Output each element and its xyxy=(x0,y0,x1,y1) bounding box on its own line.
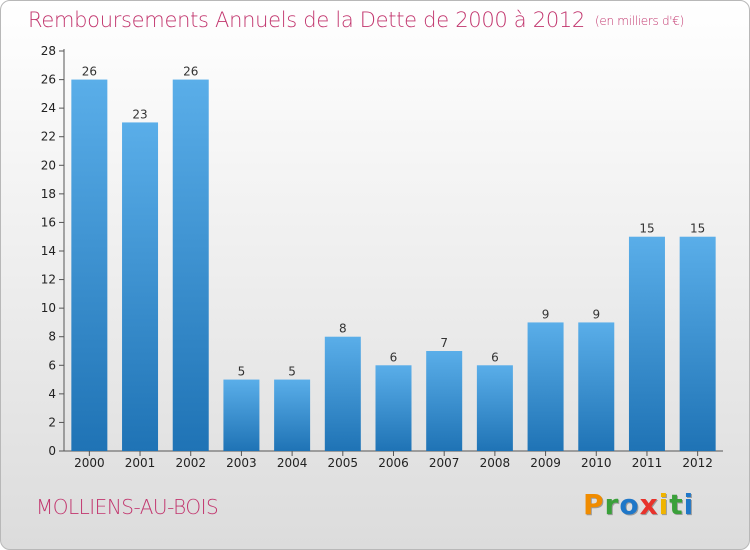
bar-2010 xyxy=(578,322,615,451)
x-tick-label: 2010 xyxy=(581,456,612,470)
bar-value-label: 15 xyxy=(690,222,705,236)
bar-2003 xyxy=(223,379,260,451)
x-tick-label: 2000 xyxy=(74,456,105,470)
bar-2002 xyxy=(172,79,209,452)
y-tick-label: 10 xyxy=(41,301,56,315)
bar-value-label: 26 xyxy=(183,65,198,79)
y-tick-label: 14 xyxy=(41,244,56,258)
logo-letter: r xyxy=(604,488,620,521)
y-tick-label: 26 xyxy=(41,73,56,87)
bar-value-label: 5 xyxy=(288,365,296,379)
y-tick-label: 28 xyxy=(41,44,56,58)
bar-2011 xyxy=(628,236,665,451)
y-tick-label: 16 xyxy=(41,215,56,229)
x-tick-label: 2011 xyxy=(632,456,663,470)
y-tick-label: 6 xyxy=(48,358,56,372)
chart-unit: (en milliers d'€) xyxy=(595,14,685,28)
logo-letter: x xyxy=(639,488,659,521)
bar-value-label: 15 xyxy=(639,222,654,236)
proxiti-logo: Proxiti xyxy=(583,488,694,521)
bar-2007 xyxy=(426,351,463,451)
bar-value-label: 6 xyxy=(491,350,499,364)
logo-letter: t xyxy=(669,488,684,521)
y-tick-label: 20 xyxy=(41,158,56,172)
bar-2004 xyxy=(274,379,311,451)
bar-value-label: 7 xyxy=(440,336,448,350)
bar-2005 xyxy=(324,336,361,451)
bar-value-label: 9 xyxy=(542,307,550,321)
y-tick-label: 18 xyxy=(41,187,56,201)
y-tick-label: 12 xyxy=(41,273,56,287)
bar-2001 xyxy=(122,122,159,451)
y-tick-label: 0 xyxy=(48,444,56,458)
bar-value-label: 6 xyxy=(390,350,398,364)
x-tick-label: 2007 xyxy=(429,456,460,470)
x-tick-label: 2003 xyxy=(226,456,257,470)
bar-value-label: 9 xyxy=(592,307,600,321)
logo-letter: P xyxy=(583,488,605,521)
bar-2000 xyxy=(71,79,108,452)
y-tick-label: 2 xyxy=(48,415,56,429)
bar-value-label: 23 xyxy=(132,107,147,121)
y-tick-label: 4 xyxy=(48,387,56,401)
bar-value-label: 5 xyxy=(238,365,246,379)
chart-bars: 26 23 26 5 5 8 6 7 6 9 9 15 15 xyxy=(71,65,716,452)
x-tick-label: 2006 xyxy=(378,456,409,470)
x-tick-label: 2004 xyxy=(277,456,308,470)
y-tick-label: 22 xyxy=(41,130,56,144)
y-tick-label: 8 xyxy=(48,330,56,344)
x-tick-label: 2002 xyxy=(175,456,206,470)
chart-title-text: Remboursements Annuels de la Dette de 20… xyxy=(28,8,585,32)
x-tick-label: 2005 xyxy=(328,456,359,470)
x-tick-label: 2012 xyxy=(682,456,713,470)
chart-title: Remboursements Annuels de la Dette de 20… xyxy=(28,8,684,32)
x-tick-label: 2008 xyxy=(480,456,511,470)
commune-name: MOLLIENS-AU-BOIS xyxy=(36,495,219,519)
x-tick-label: 2001 xyxy=(125,456,156,470)
bar-2012 xyxy=(679,236,716,451)
bar-value-label: 26 xyxy=(82,65,97,79)
bar-2006 xyxy=(375,365,412,451)
logo-letter: o xyxy=(619,488,640,521)
bar-value-label: 8 xyxy=(339,322,347,336)
y-tick-label: 24 xyxy=(41,101,56,115)
bar-2008 xyxy=(476,365,513,451)
x-tick-label: 2009 xyxy=(530,456,561,470)
bar-2009 xyxy=(527,322,564,451)
logo-letter: i xyxy=(658,488,670,521)
logo-letter: i xyxy=(683,488,695,521)
